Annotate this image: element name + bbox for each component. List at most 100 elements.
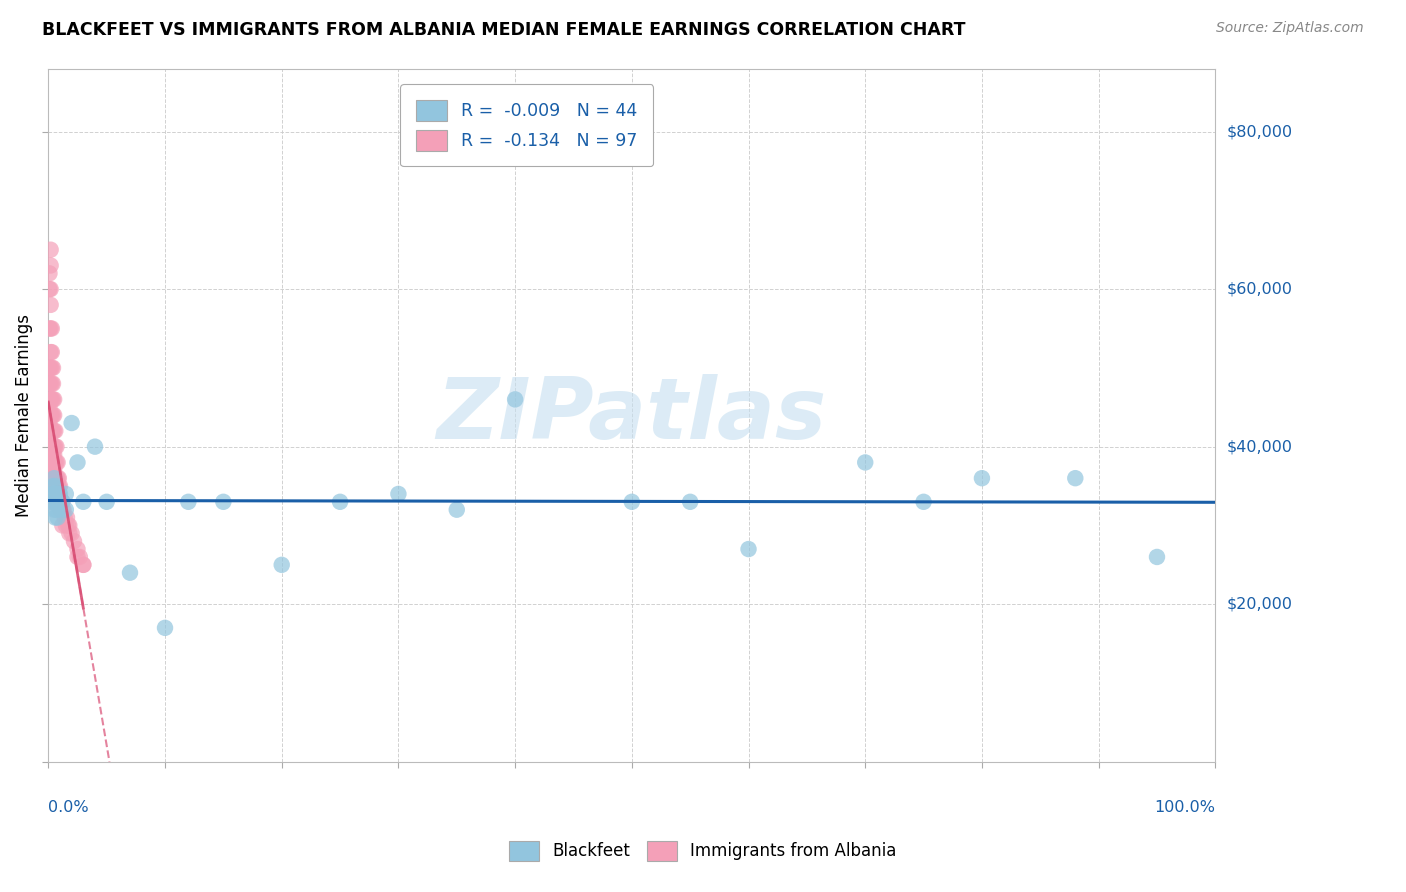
Point [41,440,63,454]
Text: BLACKFEET VS IMMIGRANTS FROM ALBANIA MEDIAN FEMALE EARNINGS CORRELATION CHART: BLACKFEET VS IMMIGRANTS FROM ALBANIA MED… [42,21,966,38]
Point [446,502,468,516]
Point [41,392,63,407]
Point [45,502,67,516]
Point [42,408,65,422]
Point [84,440,107,454]
Point [44,479,66,493]
Point [38,463,60,477]
Point [737,542,759,557]
Point [49,487,72,501]
Point [48,479,70,493]
Point [39,282,62,296]
Point [679,495,702,509]
Point [53,510,76,524]
Text: $40,000: $40,000 [1226,439,1292,454]
Point [39,440,62,454]
Point [39,345,62,359]
Point [39,463,62,477]
Point [41,448,63,462]
Point [41,479,63,493]
Point [55,502,77,516]
Point [44,487,66,501]
Point [42,376,65,391]
Point [44,455,66,469]
Point [970,471,993,485]
Point [72,495,94,509]
Point [96,495,118,509]
Point [41,471,63,485]
Point [58,526,80,541]
Point [46,495,69,509]
Point [49,502,72,516]
Point [44,440,66,454]
Point [46,455,69,469]
Point [153,621,176,635]
Text: ZIPatlas: ZIPatlas [437,374,827,457]
Point [66,549,89,564]
Point [38,266,60,280]
Point [329,495,352,509]
Point [44,408,66,422]
Point [45,471,67,485]
Point [56,518,79,533]
Point [118,566,141,580]
Point [42,360,65,375]
Point [41,463,63,477]
Point [51,495,73,509]
Point [39,376,62,391]
Point [48,502,70,516]
Point [44,471,66,485]
Point [41,360,63,375]
Point [39,321,62,335]
Point [44,495,66,509]
Point [38,416,60,430]
Point [58,518,80,533]
Point [49,495,72,509]
Point [39,259,62,273]
Text: $60,000: $60,000 [1226,282,1292,297]
Point [66,455,89,469]
Point [48,487,70,501]
Point [38,432,60,446]
Point [620,495,643,509]
Point [46,479,69,493]
Point [38,282,60,296]
Point [51,518,73,533]
Point [853,455,876,469]
Point [44,510,66,524]
Point [60,526,83,541]
Point [42,424,65,438]
Point [41,321,63,335]
Point [387,487,409,501]
Point [39,243,62,257]
Point [45,479,67,493]
Point [503,392,526,407]
Point [41,487,63,501]
Y-axis label: Median Female Earnings: Median Female Earnings [15,314,32,516]
Point [44,440,66,454]
Point [38,440,60,454]
Point [49,479,72,493]
Point [38,321,60,335]
Point [72,558,94,572]
Point [72,558,94,572]
Point [48,495,70,509]
Point [212,495,235,509]
Point [45,487,67,501]
Point [41,345,63,359]
Point [46,471,69,485]
Legend: Blackfeet, Immigrants from Albania: Blackfeet, Immigrants from Albania [502,834,904,868]
Point [49,491,72,505]
Point [55,487,77,501]
Point [56,510,79,524]
Point [48,471,70,485]
Point [44,424,66,438]
Point [39,424,62,438]
Point [44,455,66,469]
Point [39,479,62,493]
Point [1064,471,1087,485]
Point [63,534,86,549]
Point [39,360,62,375]
Text: 100.0%: 100.0% [1154,800,1215,815]
Point [66,542,89,557]
